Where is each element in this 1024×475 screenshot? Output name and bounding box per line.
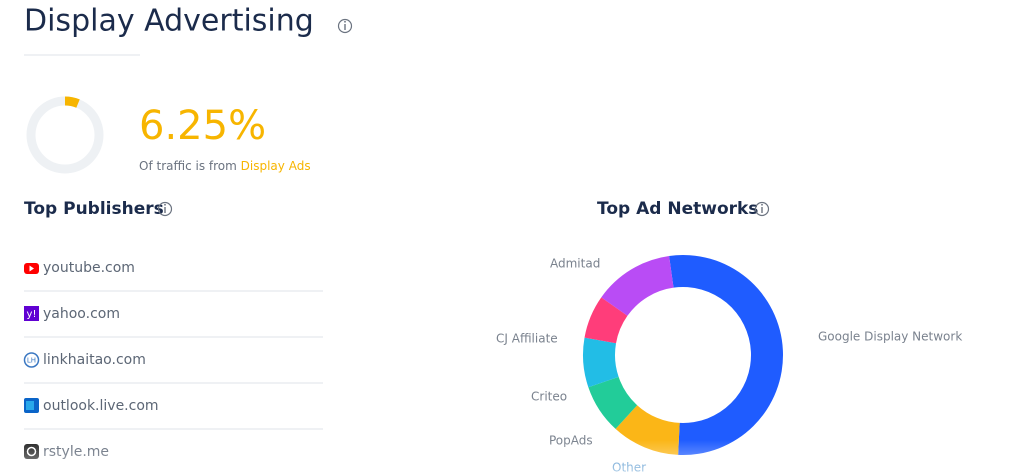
info-icon[interactable] — [754, 201, 770, 217]
publisher-name[interactable]: youtube.com — [43, 260, 135, 276]
donut-slice — [588, 376, 638, 429]
gauge-track — [26, 96, 104, 174]
publisher-icons: y! LH — [23, 263, 40, 459]
donut-slice — [582, 337, 619, 388]
traffic-value: 6.25% — [139, 103, 266, 149]
donut-slice — [584, 297, 628, 344]
info-icon[interactable] — [337, 18, 353, 34]
publisher-name[interactable]: yahoo.com — [43, 306, 120, 322]
traffic-caption: Of traffic is from Display Ads — [139, 159, 311, 173]
page-title: Display Advertising — [24, 4, 314, 39]
gauge-arc — [64, 96, 80, 108]
slice-label: CJ Affiliate — [496, 332, 558, 346]
caption: Of traffic is from — [139, 159, 237, 173]
svg-text:LH: LH — [27, 357, 36, 365]
svg-text:y!: y! — [27, 309, 37, 320]
slice-label: Admitad — [550, 257, 600, 271]
donut-slice — [601, 255, 674, 316]
info-icon[interactable] — [157, 201, 173, 217]
caption-link[interactable]: Display Ads — [241, 159, 311, 173]
chart-title: Top Ad Networks — [597, 199, 758, 219]
fade — [0, 440, 1024, 475]
publisher-name[interactable]: linkhaitao.com — [43, 352, 146, 368]
section-title: Top Publishers — [24, 199, 164, 219]
donut-slice — [669, 255, 783, 455]
slice-label: Google Display Network — [818, 330, 962, 344]
slice-label: Criteo — [531, 390, 567, 404]
publisher-name[interactable]: outlook.live.com — [43, 398, 159, 414]
